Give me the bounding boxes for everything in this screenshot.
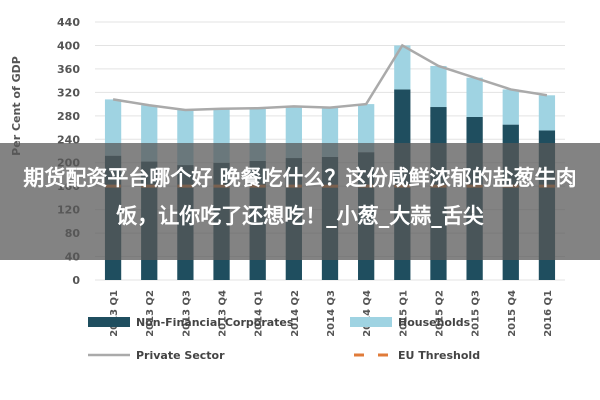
legend-swatch <box>350 317 392 327</box>
legend-label: Non-Financial Corporates <box>136 316 294 329</box>
y-tick-label: 280 <box>57 110 80 123</box>
bar-households <box>430 65 447 108</box>
x-tick-label: 2013 Q3 <box>181 290 192 337</box>
bar-households <box>394 45 411 90</box>
x-axis-ticks: 2013 Q1 2013 Q2 2013 Q3 2013 Q4 2014 Q1 2014 … <box>109 290 554 337</box>
bar-households <box>502 89 519 125</box>
y-tick-label: 320 <box>57 86 80 99</box>
y-tick-label: 0 <box>72 274 80 287</box>
x-tick-label: 2015 Q1 <box>398 290 409 337</box>
bar-households <box>358 104 375 153</box>
bar-households <box>538 95 556 131</box>
x-tick-label: 2014 Q4 <box>362 290 373 337</box>
x-tick-label: 2013 Q4 <box>218 290 229 337</box>
x-tick-label: 2013 Q2 <box>145 290 156 337</box>
y-tick-label: 400 <box>57 39 80 52</box>
bar-households <box>466 77 483 117</box>
private-sector-line <box>112 43 548 112</box>
x-tick-label: 2016 Q1 <box>543 290 554 337</box>
x-tick-label: 2014 Q3 <box>326 290 337 337</box>
x-tick-label: 2015 Q3 <box>471 290 482 337</box>
x-tick-label: 2015 Q4 <box>507 290 518 337</box>
x-tick-label: 2014 Q2 <box>290 290 301 337</box>
overlay-caption: 期货配资平台哪个好 晚餐吃什么？这份咸鲜浓郁的盐葱牛肉饭，让你吃了还想吃！_小葱… <box>23 166 577 228</box>
x-tick-label: 2014 Q1 <box>254 290 265 337</box>
x-tick-label: 2013 Q1 <box>109 290 120 337</box>
y-tick-label: 440 <box>57 16 80 29</box>
bar-households <box>104 99 122 156</box>
legend-label: EU Threshold <box>398 349 480 362</box>
y-axis-label: Per Cent of GDP <box>10 56 23 156</box>
overlay-banner <box>0 143 600 260</box>
legend: Non-Financial Corporates Households Privat… <box>88 316 480 362</box>
y-tick-label: 360 <box>57 63 80 76</box>
legend-swatch <box>88 317 130 327</box>
legend-label: Private Sector <box>136 349 225 362</box>
x-tick-label: 2015 Q2 <box>434 290 445 337</box>
legend-label: Households <box>398 316 471 329</box>
